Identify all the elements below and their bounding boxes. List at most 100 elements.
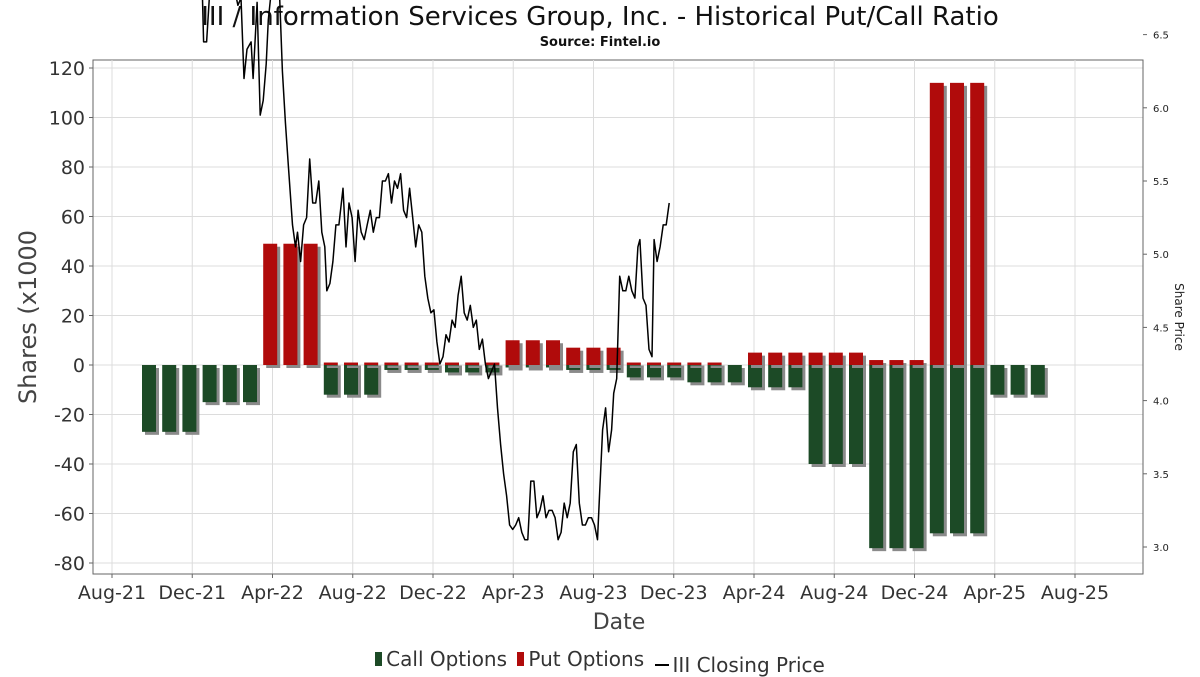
call-bar xyxy=(222,365,237,403)
y-tick-label: 60 xyxy=(61,207,85,229)
put-bar-shadow xyxy=(407,365,422,368)
put-bar-shadow xyxy=(387,365,402,368)
y2-tick-label: 4.0 xyxy=(1153,397,1169,408)
put-bar xyxy=(525,340,540,365)
x-tick-label: Dec-24 xyxy=(881,582,949,604)
y2-tick-label: 4.5 xyxy=(1153,323,1169,334)
call-bar xyxy=(727,365,742,383)
put-bar xyxy=(566,347,581,365)
put-bar xyxy=(808,352,823,365)
put-bar-shadow xyxy=(690,365,705,368)
call-swatch-icon xyxy=(375,652,383,666)
put-bar xyxy=(788,352,803,365)
put-bar xyxy=(546,340,560,365)
legend-item-price: III Closing Price xyxy=(654,653,825,677)
put-bar-shadow xyxy=(326,365,341,368)
call-bar xyxy=(748,365,762,388)
call-bar xyxy=(889,365,904,549)
legend-call-label: Call Options xyxy=(386,647,508,671)
y-tick-label: -40 xyxy=(54,454,85,476)
legend-item-put: Put Options xyxy=(517,647,644,671)
put-bar xyxy=(424,362,439,365)
y-tick-label: -60 xyxy=(54,504,85,526)
call-bar xyxy=(202,365,217,403)
put-bar-shadow xyxy=(367,365,382,368)
call-bar xyxy=(647,365,661,378)
x-axis-label: Date xyxy=(593,610,646,635)
y-tick-label: -80 xyxy=(54,553,85,575)
put-bar xyxy=(849,352,863,365)
call-bar xyxy=(707,365,722,383)
price-line-series xyxy=(201,0,670,541)
put-bar xyxy=(485,362,500,365)
call-bar xyxy=(950,365,964,534)
put-bar xyxy=(323,362,338,365)
call-bar-shadow xyxy=(569,368,584,373)
call-bar xyxy=(667,365,682,378)
put-bar-shadow xyxy=(468,365,483,368)
put-bar-shadow xyxy=(629,365,644,368)
bar-series xyxy=(142,82,1048,552)
put-bar xyxy=(626,362,641,365)
x-tick-label: Dec-21 xyxy=(158,582,226,604)
put-bar-shadow xyxy=(347,365,361,368)
legend-put-label: Put Options xyxy=(528,647,645,671)
put-bar xyxy=(828,352,843,365)
call-bar xyxy=(808,365,823,464)
x-tick-label: Dec-22 xyxy=(399,582,467,604)
y2-tick-label: 5.0 xyxy=(1153,250,1169,261)
y-tick-label: 0 xyxy=(73,355,85,377)
put-bar xyxy=(344,362,358,365)
put-bar xyxy=(606,347,621,365)
call-bar-shadow xyxy=(508,368,523,371)
call-bar xyxy=(909,365,924,549)
put-bar xyxy=(889,360,904,365)
put-bar xyxy=(707,362,722,365)
x-tick-label: Apr-24 xyxy=(723,582,786,604)
x-tick-label: Apr-25 xyxy=(963,582,1026,604)
price-line xyxy=(201,0,670,541)
call-bar-shadow xyxy=(549,368,563,371)
gridlines xyxy=(93,60,1143,574)
put-bar xyxy=(303,243,318,365)
put-bar xyxy=(586,347,601,365)
x-tick-label: Aug-22 xyxy=(319,582,387,604)
put-bar xyxy=(869,360,884,365)
call-bar xyxy=(364,365,379,395)
put-bar-shadow xyxy=(650,365,664,368)
put-bar xyxy=(364,362,379,365)
call-bar xyxy=(142,365,156,432)
call-bar xyxy=(990,365,1005,395)
x-tick-label: Apr-22 xyxy=(241,582,304,604)
call-bar xyxy=(788,365,803,388)
call-bar xyxy=(323,365,338,395)
call-bar-shadow xyxy=(528,368,543,371)
put-bar xyxy=(465,362,480,365)
put-bar xyxy=(667,362,682,365)
put-bar xyxy=(445,362,459,365)
call-bar xyxy=(1010,365,1025,395)
call-bar xyxy=(869,365,884,549)
legend: Call Options Put Options III Closing Pri… xyxy=(0,647,1200,677)
put-bar xyxy=(505,340,520,365)
call-bar xyxy=(1030,365,1045,395)
put-bar xyxy=(970,82,985,365)
y2-tick-label: 6.5 xyxy=(1153,31,1169,42)
put-bar-shadow xyxy=(710,365,725,368)
call-bar-shadow xyxy=(407,368,422,373)
put-bar xyxy=(768,352,783,365)
call-bar xyxy=(626,365,641,378)
call-bar xyxy=(929,365,944,534)
put-bar xyxy=(384,362,399,365)
x-tick-label: Aug-25 xyxy=(1041,582,1109,604)
put-bar-shadow xyxy=(912,363,927,368)
put-bar xyxy=(283,243,298,365)
call-bar xyxy=(344,365,358,395)
y-tick-label: 40 xyxy=(61,256,85,278)
call-bar xyxy=(849,365,863,464)
call-bar xyxy=(768,365,783,388)
axes: 120100806040200-20-40-60-809.59.08.58.07… xyxy=(49,31,1169,604)
put-bar-shadow xyxy=(427,365,442,368)
put-bar xyxy=(929,82,944,365)
call-bar xyxy=(182,365,197,432)
